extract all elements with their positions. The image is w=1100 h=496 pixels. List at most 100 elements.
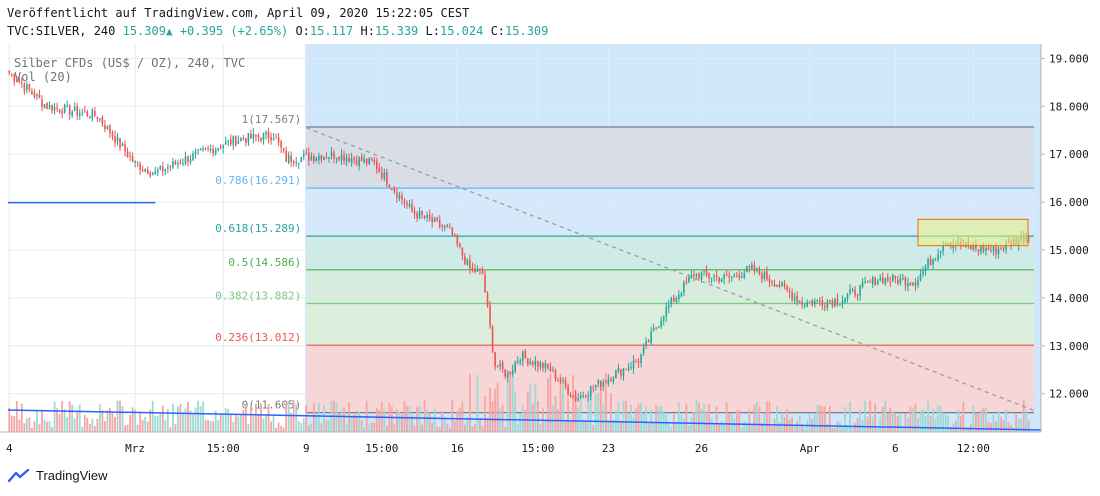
candle-body: [212, 148, 214, 154]
candle-body: [101, 117, 104, 125]
volume-bar: [839, 422, 841, 432]
candle-body: [328, 157, 330, 159]
volume-bar: [290, 412, 293, 432]
volume-bar: [91, 418, 94, 432]
candle-body: [796, 295, 798, 303]
volume-bar: [177, 406, 179, 432]
candle-body: [184, 156, 187, 164]
candle-body: [255, 134, 257, 137]
candle-body: [66, 105, 68, 107]
candle-body: [454, 235, 456, 237]
volume-bar: [156, 415, 159, 432]
volume-bar: [995, 421, 997, 432]
volume-bar: [224, 408, 227, 432]
volume-bar: [8, 407, 11, 432]
volume-bar: [655, 404, 658, 432]
candle-body: [272, 138, 275, 141]
candle-body: [479, 268, 481, 270]
candle-body: [763, 272, 766, 279]
candle-body: [824, 306, 826, 308]
fibonacci-zones: [306, 127, 1034, 413]
candle-body: [99, 118, 101, 120]
volume-bar: [889, 407, 892, 432]
volume-bar: [725, 402, 728, 432]
volume-bar: [496, 382, 499, 432]
candle-body: [41, 99, 43, 107]
volume-bar: [700, 409, 703, 432]
volume-bar: [307, 425, 310, 432]
candle-body: [378, 168, 381, 172]
volume-bar: [808, 413, 811, 432]
candle-body: [1027, 237, 1030, 239]
candle-body: [426, 215, 428, 218]
candle-body: [250, 133, 252, 139]
volume-bar: [506, 380, 509, 432]
candle-body: [53, 107, 56, 111]
candle-body: [232, 135, 235, 145]
volume-bar: [871, 416, 874, 432]
candle-body: [851, 289, 854, 291]
candle-body: [992, 245, 995, 252]
y-tick-label: 13.000: [1049, 340, 1089, 353]
volume-bar: [111, 411, 114, 432]
volume-bar: [781, 412, 783, 432]
candle-body: [990, 249, 992, 251]
volume-bar: [151, 400, 154, 432]
candle-body: [345, 157, 348, 162]
annotations: [7, 127, 1042, 431]
candle-body: [753, 265, 756, 272]
high-label: H:: [360, 24, 375, 38]
brand-name: TradingView: [36, 468, 108, 483]
candle-body: [859, 285, 861, 296]
volume-bar: [139, 412, 142, 432]
volume-bar: [720, 421, 723, 432]
volume-bar: [411, 415, 413, 432]
candle-body: [315, 158, 318, 162]
volume-bar: [51, 427, 53, 432]
volume-bar: [761, 422, 763, 432]
volume-bar: [891, 411, 894, 432]
volume-bar: [612, 419, 615, 432]
candle-body: [673, 297, 675, 302]
candle-body: [464, 256, 466, 265]
volume-bar: [937, 404, 940, 432]
volume-bar: [622, 400, 625, 432]
volume-bar: [844, 406, 846, 432]
volume-bar: [63, 409, 66, 432]
volume-bar: [939, 405, 942, 432]
candle-body: [761, 273, 763, 280]
volume-bar: [398, 411, 401, 432]
volume-bar: [93, 426, 96, 432]
volume-bar: [222, 414, 225, 432]
candle-body: [182, 162, 184, 164]
volume-bar: [255, 403, 257, 432]
candle-body: [375, 161, 378, 170]
candle-body: [469, 260, 471, 269]
candle-body: [932, 258, 934, 265]
volume-bar: [403, 400, 406, 432]
candle-body: [162, 166, 164, 172]
candle-body: [740, 276, 743, 278]
candle-body: [257, 135, 260, 138]
volume-bar: [458, 407, 461, 432]
candle-body: [121, 143, 124, 146]
volume-bar: [914, 403, 917, 432]
candle-body: [21, 82, 23, 84]
candle-body: [313, 156, 315, 162]
volume-bar: [688, 425, 690, 432]
volume-bar: [378, 409, 381, 432]
volume-bar: [438, 427, 441, 432]
volume-bar: [41, 409, 43, 432]
volume-bar: [71, 404, 74, 432]
candle-body: [849, 289, 851, 294]
candle-body: [728, 275, 730, 278]
candle-body: [610, 379, 612, 382]
candle-body: [245, 138, 247, 143]
volume-bar: [46, 421, 48, 432]
volume-bar: [599, 381, 602, 432]
candle-body: [300, 157, 303, 163]
volume-bar: [23, 423, 26, 432]
volume-bar: [592, 424, 595, 432]
volume-bar: [750, 425, 753, 432]
